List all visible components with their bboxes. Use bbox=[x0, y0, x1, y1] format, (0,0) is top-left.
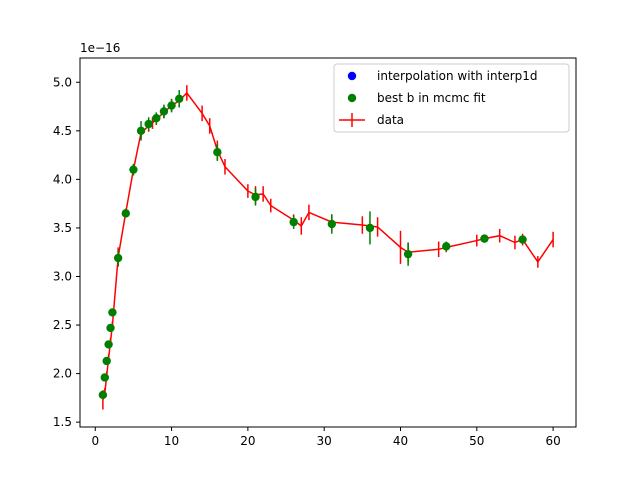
mcmc-point bbox=[403, 249, 413, 259]
y-tick-label: 2.0 bbox=[53, 367, 72, 381]
y-tick-label: 3.0 bbox=[53, 269, 72, 283]
mcmc-point bbox=[104, 340, 113, 349]
mcmc-point bbox=[136, 126, 146, 136]
mcmc-point bbox=[213, 147, 222, 157]
legend-marker-dot bbox=[347, 93, 357, 103]
legend: interpolation with interp1d best b in mcm… bbox=[333, 63, 570, 133]
y-tick-label: 2.5 bbox=[53, 318, 72, 332]
legend-label: best b in mcmc fit bbox=[377, 91, 486, 105]
legend-box bbox=[333, 63, 570, 133]
mcmc-point bbox=[113, 253, 123, 263]
mcmc-point bbox=[159, 107, 169, 116]
x-axis-ticks: 0 10 20 30 40 50 60 bbox=[91, 427, 561, 448]
mcmc-point bbox=[98, 390, 108, 400]
y-axis-ticks: 1.5 2.0 2.5 3.0 3.5 4.0 4.5 5.0 bbox=[53, 75, 80, 429]
legend-marker-dot bbox=[347, 71, 357, 81]
x-tick-label: 10 bbox=[164, 434, 179, 448]
x-tick-label: 30 bbox=[317, 434, 332, 448]
x-tick-label: 20 bbox=[240, 434, 255, 448]
axes-border bbox=[79, 57, 577, 428]
y-tick-label: 4.0 bbox=[53, 172, 72, 186]
x-tick-label: 60 bbox=[545, 434, 560, 448]
mcmc-point bbox=[251, 192, 260, 202]
mcmc-point bbox=[327, 219, 337, 229]
x-tick-label: 40 bbox=[393, 434, 408, 448]
y-tick-label: 1.5 bbox=[53, 415, 72, 429]
x-tick-label: 50 bbox=[469, 434, 484, 448]
y-tick-label: 4.5 bbox=[53, 124, 72, 138]
y-tick-label: 3.5 bbox=[53, 221, 72, 235]
mcmc-point bbox=[518, 235, 527, 244]
mcmc-point bbox=[129, 165, 138, 174]
mcmc-point bbox=[144, 119, 153, 129]
legend-label: interpolation with interp1d bbox=[377, 69, 538, 83]
mcmc-point bbox=[106, 323, 115, 333]
mcmc-point bbox=[365, 223, 375, 233]
axes-frame bbox=[79, 57, 577, 428]
y-tick-label: 5.0 bbox=[53, 75, 72, 89]
mcmc-point bbox=[175, 94, 184, 103]
mcmc-point bbox=[480, 234, 489, 243]
mcmc-point bbox=[102, 356, 111, 366]
mcmc-point bbox=[289, 217, 298, 227]
mcmc-point bbox=[108, 308, 117, 317]
mcmc-point bbox=[121, 209, 130, 218]
mcmc-point bbox=[152, 114, 161, 123]
x-tick-label: 0 bbox=[91, 434, 99, 448]
mcmc-point bbox=[100, 373, 110, 382]
mcmc-point bbox=[442, 242, 451, 251]
y-axis-offset-label: 1e−16 bbox=[80, 41, 120, 55]
plot-area bbox=[98, 85, 554, 410]
data-series-line bbox=[102, 91, 554, 401]
mcmc-point bbox=[167, 101, 176, 110]
legend-label: data bbox=[377, 113, 404, 127]
